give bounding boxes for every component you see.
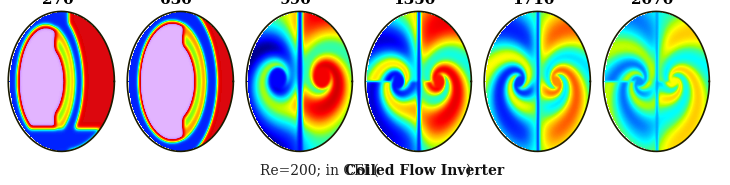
Text: 990°: 990° <box>280 0 319 7</box>
Text: 270°: 270° <box>42 0 81 7</box>
Text: 2070°: 2070° <box>631 0 681 7</box>
Text: 630°: 630° <box>161 0 200 7</box>
Text: 1350°: 1350° <box>393 0 443 7</box>
Text: ): ) <box>465 164 470 178</box>
Text: 1710°: 1710° <box>512 0 562 7</box>
Text: Coiled Flow Inverter: Coiled Flow Inverter <box>345 164 504 178</box>
Text: Re=200; in CFI (: Re=200; in CFI ( <box>260 164 379 178</box>
